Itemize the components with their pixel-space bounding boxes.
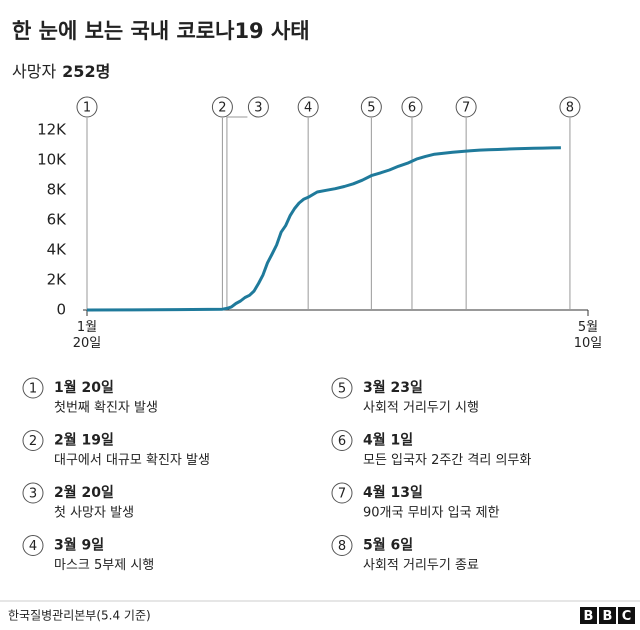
event-number: 2 bbox=[218, 101, 226, 116]
y-tick-label: 10K bbox=[37, 151, 67, 169]
event-circle bbox=[559, 96, 581, 118]
y-tick-label: 12K bbox=[37, 121, 67, 139]
event-circle bbox=[455, 96, 477, 118]
event-circle bbox=[401, 96, 423, 118]
subtitle-value: 252명 bbox=[62, 62, 110, 81]
legend-circle bbox=[22, 377, 44, 399]
event-number: 1 bbox=[83, 101, 91, 116]
event-number: 8 bbox=[566, 101, 574, 116]
logo-letter: B bbox=[603, 609, 613, 624]
legend-text: 사회적 거리두기 종료 bbox=[363, 558, 479, 573]
legend-date: 4월 13일 bbox=[363, 484, 423, 501]
legend-text: 사회적 거리두기 시행 bbox=[363, 400, 479, 416]
legend-text: 첫 사망자 발생 bbox=[54, 506, 134, 521]
event-number: 4 bbox=[304, 101, 312, 116]
y-tick-label: 4K bbox=[47, 241, 68, 259]
legend-date: 4월 1일 bbox=[363, 432, 413, 449]
legend-number: 7 bbox=[338, 487, 346, 502]
legend-circle bbox=[22, 430, 44, 451]
legend-circle bbox=[331, 430, 353, 451]
legend-number: 3 bbox=[29, 487, 37, 502]
event-number: 7 bbox=[462, 101, 470, 116]
legend-date: 5월 6일 bbox=[363, 537, 413, 554]
event-circle bbox=[360, 96, 382, 118]
legend-text: 마스크 5부제 시행 bbox=[54, 557, 154, 573]
y-tick-label: 6K bbox=[47, 211, 68, 229]
subtitle-label: 사망자 bbox=[12, 62, 56, 81]
subtitle: 사망자 252명 bbox=[12, 62, 110, 81]
legend-text: 첫번째 확진자 발생 bbox=[54, 401, 158, 416]
legend-number: 8 bbox=[338, 539, 346, 554]
logo-letter: B bbox=[584, 609, 594, 624]
legend-circle bbox=[331, 535, 353, 556]
legend-date: 3월 9일 bbox=[54, 537, 104, 554]
data-line bbox=[86, 146, 561, 312]
legend-circle bbox=[331, 482, 353, 504]
event-number: 3 bbox=[254, 101, 262, 116]
y-tick-label: 2K bbox=[47, 271, 68, 289]
logo-box bbox=[618, 607, 635, 624]
logo-box bbox=[580, 607, 597, 624]
legend-number: 4 bbox=[29, 539, 37, 554]
legend-date: 2월 19일 bbox=[54, 432, 114, 449]
legend-number: 1 bbox=[29, 382, 37, 397]
event-circle bbox=[76, 96, 98, 118]
logo-letter: C bbox=[622, 609, 632, 624]
x-tick-label: 5월 10일 bbox=[573, 320, 603, 351]
event-number: 6 bbox=[408, 101, 416, 116]
legend-text: 90개국 무비자 입국 제한 bbox=[363, 506, 500, 521]
y-tick-label: 8K bbox=[47, 181, 68, 199]
legend-date: 2월 20일 bbox=[54, 484, 114, 501]
event-number: 5 bbox=[367, 101, 375, 116]
y-tick-label: 0 bbox=[56, 301, 66, 319]
legend-number: 2 bbox=[29, 434, 37, 449]
x-tick-label: 1월 20일 bbox=[72, 320, 102, 351]
event-circle bbox=[247, 96, 269, 118]
legend-circle bbox=[331, 377, 353, 399]
legend-text: 대구에서 대규모 확진자 발생 bbox=[54, 453, 210, 468]
event-circle bbox=[297, 96, 319, 118]
event-circle bbox=[211, 96, 233, 118]
event-connector bbox=[226, 116, 248, 118]
legend-circle bbox=[22, 535, 44, 556]
legend-date: 3월 23일 bbox=[363, 379, 423, 396]
legend-number: 5 bbox=[338, 382, 346, 397]
source: 한국질병관리본부(5.4 기준) bbox=[8, 609, 151, 623]
legend-text: 모든 입국자 2주간 격리 의무화 bbox=[363, 453, 531, 468]
legend-circle bbox=[22, 482, 44, 504]
legend-number: 6 bbox=[338, 434, 346, 449]
legend-date: 1월 20일 bbox=[54, 379, 114, 396]
chart-title: 한 눈에 보는 국내 코로나19 사태 bbox=[12, 19, 310, 43]
logo-box bbox=[599, 607, 616, 624]
